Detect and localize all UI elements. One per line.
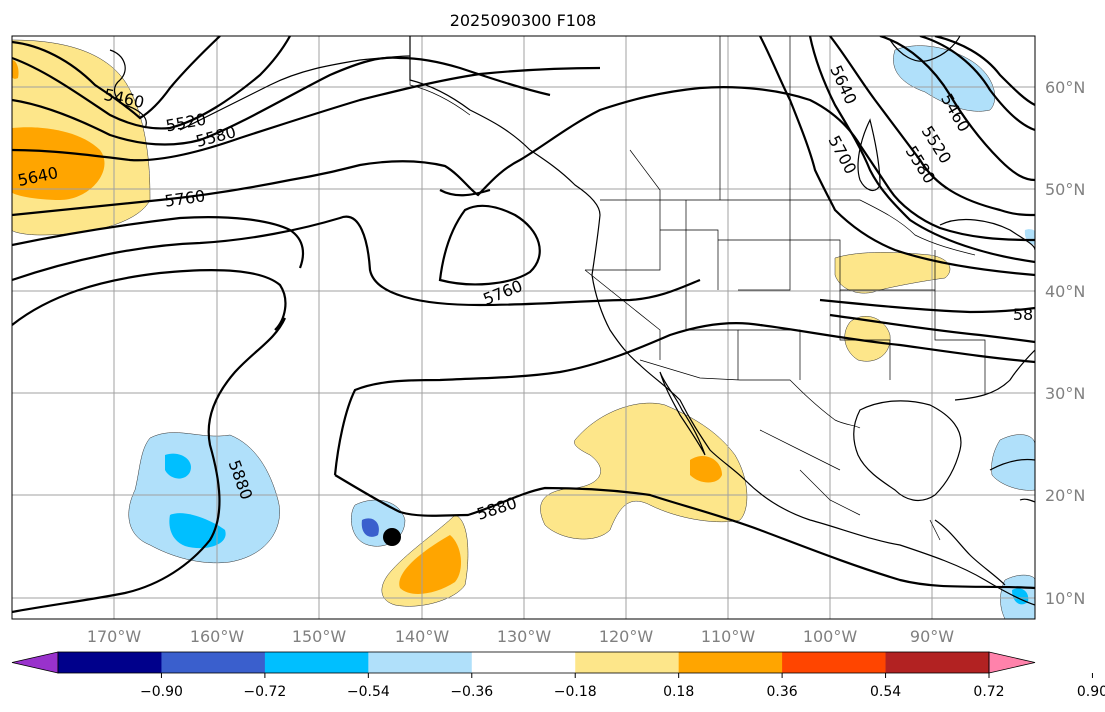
chart-title: 2025090300 F108 <box>450 11 597 30</box>
lon-tick: 150°W <box>292 627 347 646</box>
colorbar-ticks: −0.90 −0.72 −0.54 −0.36 −0.18 0.18 0.36 0.54 0.7… <box>140 673 1105 700</box>
lon-tick: 120°W <box>599 627 654 646</box>
colorbar-segments <box>11 651 1036 674</box>
storm-position-marker <box>383 528 401 546</box>
colorbar-segment <box>471 652 576 673</box>
colorbar-tick-label: 0.90 <box>1077 684 1105 700</box>
colorbar-tick-label: 0.18 <box>663 684 694 700</box>
colorbar-extend-min <box>11 651 59 674</box>
longitude-tick-labels: 170°W 160°W 150°W 140°W 130°W 120°W 110°… <box>87 627 954 646</box>
height-contours <box>12 36 1035 614</box>
anomaly-shading <box>12 39 1035 619</box>
lat-tick: 20°N <box>1045 486 1085 505</box>
lat-tick: 10°N <box>1045 589 1085 608</box>
colorbar-segment <box>161 652 266 673</box>
coastlines <box>109 36 1035 606</box>
lon-tick: 100°W <box>803 627 858 646</box>
colorbar-segment <box>575 652 680 673</box>
lon-tick: 160°W <box>190 627 245 646</box>
colorbar-tick-label: −0.36 <box>450 684 493 700</box>
contour-label: 58 <box>1013 305 1033 324</box>
colorbar-tick-label: −0.72 <box>243 684 286 700</box>
lon-tick: 110°W <box>701 627 756 646</box>
map-plot-area: 5460 5520 5580 5640 5760 5760 5880 5880 … <box>11 35 1036 620</box>
lon-tick: 140°W <box>395 627 450 646</box>
lon-tick: 130°W <box>497 627 552 646</box>
colorbar: −0.90 −0.72 −0.54 −0.36 −0.18 0.18 0.36 0.54 0.7… <box>11 651 1105 700</box>
colorbar-segment <box>264 652 369 673</box>
political-borders <box>409 36 986 541</box>
colorbar-segment <box>368 652 473 673</box>
colorbar-segment <box>58 652 162 673</box>
colorbar-tick-label: −0.54 <box>347 684 390 700</box>
lat-tick: 40°N <box>1045 282 1085 301</box>
lat-tick: 60°N <box>1045 78 1085 97</box>
colorbar-tick-label: 0.36 <box>767 684 798 700</box>
lat-tick: 30°N <box>1045 384 1085 403</box>
colorbar-extend-max <box>988 651 1036 674</box>
lat-tick: 50°N <box>1045 180 1085 199</box>
colorbar-tick-label: 0.54 <box>870 684 901 700</box>
lon-tick: 170°W <box>87 627 142 646</box>
latitude-tick-labels: 60°N 50°N 40°N 30°N 20°N 10°N <box>1045 78 1085 608</box>
colorbar-segment <box>885 652 990 673</box>
colorbar-tick-label: −0.90 <box>140 684 183 700</box>
lon-tick: 90°W <box>910 627 954 646</box>
colorbar-segment <box>782 652 887 673</box>
colorbar-tick-label: 0.72 <box>973 684 1004 700</box>
colorbar-tick-label: −0.18 <box>554 684 597 700</box>
colorbar-segment <box>678 652 783 673</box>
